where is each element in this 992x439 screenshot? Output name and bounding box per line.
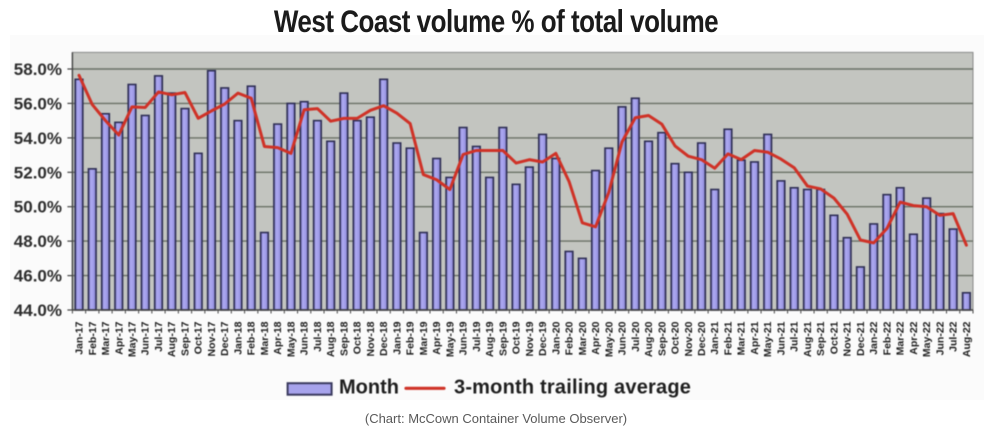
svg-text:Jun-19: Jun-19	[458, 321, 470, 355]
svg-text:Oct-20: Oct-20	[670, 321, 682, 354]
svg-text:Jul-17: Jul-17	[153, 321, 165, 352]
svg-text:Oct-19: Oct-19	[511, 321, 523, 354]
svg-text:56.0%: 56.0%	[14, 94, 62, 113]
svg-text:Oct-18: Oct-18	[352, 321, 364, 354]
svg-text:Dec-17: Dec-17	[219, 321, 231, 356]
svg-text:Apr-18: Apr-18	[272, 321, 284, 354]
svg-text:Jan-19: Jan-19	[391, 321, 403, 354]
svg-text:Sep-17: Sep-17	[179, 321, 191, 356]
svg-text:Nov-18: Nov-18	[365, 321, 377, 356]
svg-text:May-18: May-18	[285, 321, 297, 357]
svg-text:Jun-20: Jun-20	[617, 321, 629, 355]
svg-text:Apr-17: Apr-17	[113, 321, 125, 354]
svg-text:May-21: May-21	[762, 321, 774, 357]
svg-text:Mar-19: Mar-19	[418, 321, 430, 355]
svg-text:Jul-19: Jul-19	[471, 321, 483, 352]
svg-text:Mar-18: Mar-18	[259, 321, 271, 355]
svg-text:May-22: May-22	[921, 321, 933, 357]
svg-text:54.0%: 54.0%	[14, 129, 62, 148]
svg-text:Jul-18: Jul-18	[312, 321, 324, 352]
svg-text:Sep-18: Sep-18	[338, 321, 350, 356]
svg-text:Sep-20: Sep-20	[656, 321, 668, 356]
svg-text:Oct-17: Oct-17	[193, 321, 205, 354]
svg-text:Nov-17: Nov-17	[206, 321, 218, 356]
svg-text:Dec-18: Dec-18	[378, 321, 390, 356]
svg-text:52.0%: 52.0%	[14, 163, 62, 182]
svg-text:58.0%: 58.0%	[14, 60, 62, 79]
svg-text:Jun-17: Jun-17	[140, 321, 152, 355]
svg-text:Mar-21: Mar-21	[736, 321, 748, 355]
svg-text:Sep-19: Sep-19	[497, 321, 509, 356]
svg-text:Mar-22: Mar-22	[895, 321, 907, 355]
svg-text:Dec-20: Dec-20	[696, 321, 708, 356]
svg-text:Jul-20: Jul-20	[630, 321, 642, 352]
svg-text:44.0%: 44.0%	[14, 301, 62, 320]
svg-text:Nov-19: Nov-19	[524, 321, 536, 356]
svg-text:Aug-17: Aug-17	[166, 321, 178, 357]
svg-text:Jan-21: Jan-21	[709, 321, 721, 354]
svg-text:Nov-20: Nov-20	[683, 321, 695, 356]
svg-text:Dec-19: Dec-19	[537, 321, 549, 356]
svg-text:3-month trailing average: 3-month trailing average	[454, 377, 691, 399]
svg-text:48.0%: 48.0%	[14, 232, 62, 251]
svg-text:Dec-21: Dec-21	[855, 321, 867, 356]
svg-text:Nov-21: Nov-21	[842, 321, 854, 356]
svg-text:Feb-20: Feb-20	[564, 321, 576, 355]
svg-text:50.0%: 50.0%	[14, 198, 62, 217]
svg-text:Aug-20: Aug-20	[643, 321, 655, 357]
svg-text:Apr-20: Apr-20	[590, 321, 602, 354]
svg-text:Jan-17: Jan-17	[74, 321, 86, 354]
svg-text:May-17: May-17	[127, 321, 139, 357]
svg-text:Jan-18: Jan-18	[232, 321, 244, 354]
svg-text:Feb-18: Feb-18	[246, 321, 258, 355]
svg-text:Jun-18: Jun-18	[299, 321, 311, 355]
svg-text:Feb-17: Feb-17	[87, 321, 99, 355]
svg-text:Month: Month	[339, 377, 399, 399]
svg-text:46.0%: 46.0%	[14, 267, 62, 286]
svg-text:Feb-19: Feb-19	[405, 321, 417, 355]
svg-text:Mar-17: Mar-17	[100, 321, 112, 355]
svg-text:Feb-21: Feb-21	[722, 321, 734, 355]
svg-text:Aug-22: Aug-22	[961, 321, 973, 357]
svg-text:Aug-18: Aug-18	[325, 321, 337, 357]
svg-text:Jul-22: Jul-22	[948, 321, 960, 352]
svg-text:Jun-22: Jun-22	[934, 321, 946, 355]
svg-text:Mar-20: Mar-20	[577, 321, 589, 355]
svg-text:Apr-21: Apr-21	[749, 321, 761, 354]
svg-text:Jan-20: Jan-20	[550, 321, 562, 354]
svg-text:Jun-21: Jun-21	[775, 321, 787, 355]
svg-text:Apr-19: Apr-19	[431, 321, 443, 354]
svg-text:Sep-21: Sep-21	[815, 321, 827, 356]
svg-text:Jul-21: Jul-21	[789, 321, 801, 352]
svg-text:Oct-21: Oct-21	[828, 321, 840, 354]
svg-text:Apr-22: Apr-22	[908, 321, 920, 354]
svg-text:Jan-22: Jan-22	[868, 321, 880, 354]
svg-text:May-20: May-20	[603, 321, 615, 357]
svg-text:Feb-22: Feb-22	[881, 321, 893, 355]
svg-text:Aug-21: Aug-21	[802, 321, 814, 357]
svg-text:Aug-19: Aug-19	[484, 321, 496, 357]
svg-text:May-19: May-19	[444, 321, 456, 357]
